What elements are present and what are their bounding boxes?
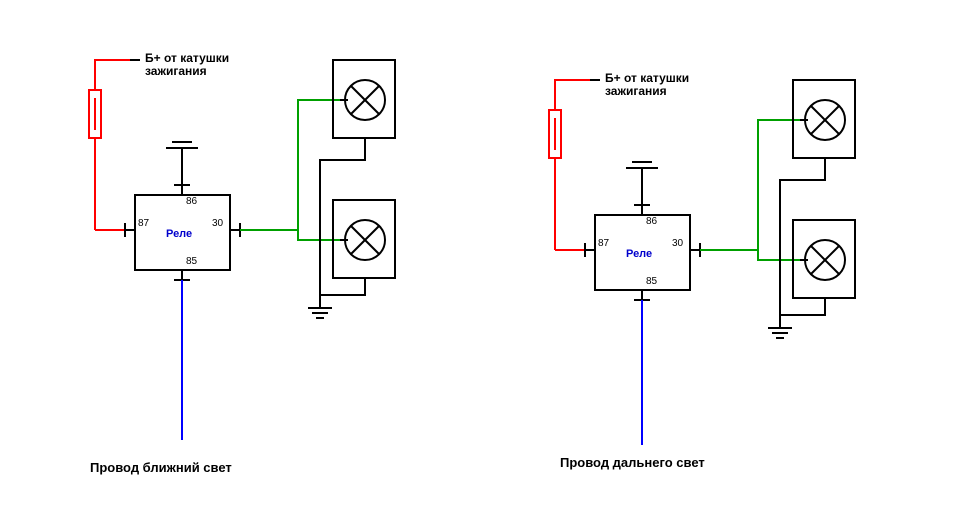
pin-30-high: 30 (672, 238, 683, 249)
pin-86-low: 86 (186, 196, 197, 207)
circuit-low-beam: Б+ от катушки зажигания 86 85 87 30 Реле (80, 40, 440, 465)
pin-85-low: 85 (186, 256, 197, 267)
pin-86-high: 86 (646, 216, 657, 227)
circuit-svg-high (540, 60, 900, 460)
relay-label-low: Реле (166, 228, 192, 240)
pin-85-high: 85 (646, 276, 657, 287)
pin-87-high: 87 (598, 238, 609, 249)
circuit-high-beam: Б+ от катушки зажигания 86 85 87 30 Реле (540, 60, 900, 465)
relay-label-high: Реле (626, 248, 652, 260)
pin-87-low: 87 (138, 218, 149, 229)
caption-high-beam: Провод дальнего свет (560, 455, 705, 470)
source-label-high: Б+ от катушки зажигания (605, 72, 689, 98)
circuit-svg-low (80, 40, 440, 460)
caption-low-beam: Провод ближний свет (90, 460, 232, 475)
source-label-low: Б+ от катушки зажигания (145, 52, 229, 78)
pin-30-low: 30 (212, 218, 223, 229)
